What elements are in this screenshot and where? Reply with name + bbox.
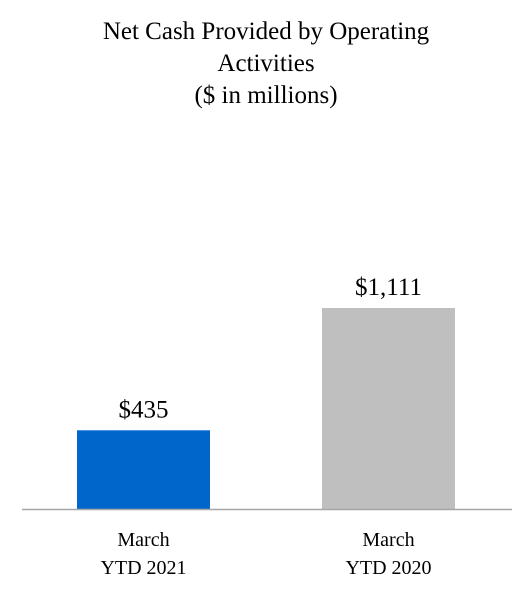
labels-layer: $435 March YTD 2021 $1,111 March YTD 2020 (100, 274, 431, 579)
bars-layer (77, 308, 455, 509)
bar-1 (77, 430, 210, 509)
category-label-1-line-1: March (117, 529, 169, 551)
bar-2 (322, 308, 455, 509)
category-label-1-line-2: YTD 2021 (100, 557, 186, 579)
category-label-2-line-2: YTD 2020 (345, 557, 431, 579)
chart-title-line-1: Net Cash Provided by Operating (102, 18, 430, 45)
category-label-2-line-1: March (362, 529, 414, 551)
chart-title: Net Cash Provided by Operating Activitie… (0, 16, 532, 112)
chart-title-line-3: ($ in millions) (194, 82, 338, 109)
chart-title-line-2: Activities (217, 50, 315, 77)
value-label-2: $1,111 (355, 274, 422, 301)
value-label-1: $435 (119, 396, 169, 423)
